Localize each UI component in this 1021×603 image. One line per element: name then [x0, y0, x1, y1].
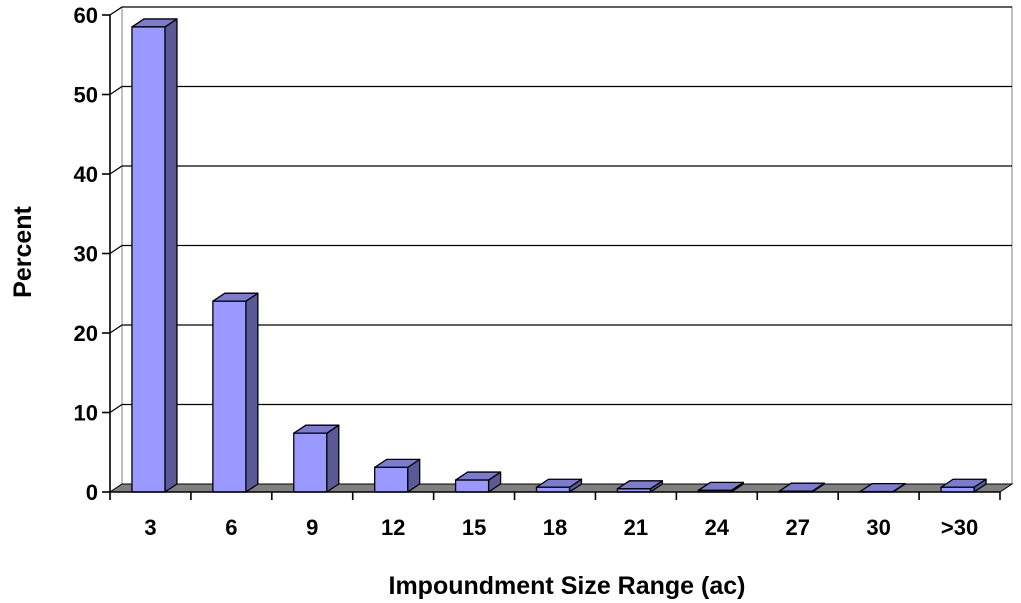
bar-front [293, 432, 328, 493]
x-axis-title: Impoundment Size Range (ac) [389, 572, 746, 600]
y-tick-label: 40 [74, 162, 98, 187]
gridline [109, 85, 1012, 95]
y-tick-label: 30 [74, 242, 98, 267]
bar [535, 478, 583, 493]
gridline [109, 403, 1012, 413]
x-tick-label: 9 [306, 515, 318, 540]
x-tick-label: 18 [543, 515, 567, 540]
bar [940, 478, 987, 493]
bar-front [454, 479, 490, 493]
gridlines [109, 6, 1012, 413]
bar-front [374, 466, 409, 493]
y-tick-label: 10 [74, 401, 98, 426]
bar-side [245, 292, 259, 493]
bar [374, 458, 421, 493]
bar-front [212, 300, 247, 493]
x-tick-label: 24 [705, 515, 730, 540]
gridline [109, 6, 1012, 16]
axes [102, 14, 1001, 500]
bar [212, 292, 259, 493]
y-tick-label: 60 [74, 3, 98, 28]
y-tick-labels: 0 10 20 30 40 50 60 [74, 3, 98, 505]
gridline [109, 165, 1012, 175]
bar-side [164, 18, 178, 493]
bar-side [326, 424, 340, 493]
x-tick-label: 6 [225, 515, 237, 540]
bar [454, 471, 502, 493]
x-tick-label: 27 [785, 515, 809, 540]
y-tick-label: 50 [74, 83, 98, 108]
y-axis-title: Percent [9, 205, 37, 297]
bars [131, 18, 987, 493]
y-tick-label: 20 [74, 321, 98, 346]
bar [293, 424, 340, 493]
x-tick-label: 21 [624, 515, 648, 540]
bar-front [131, 26, 166, 493]
bar [616, 480, 664, 493]
x-tick-label: 15 [462, 515, 486, 540]
y-tick-label: 0 [86, 480, 98, 505]
x-tick-label: 3 [144, 515, 156, 540]
x-tick-label: 30 [866, 515, 890, 540]
x-tick-label: 12 [381, 515, 405, 540]
x-tick-label: >30 [941, 515, 978, 540]
x-tick-labels: 3 6 9 12 15 18 21 24 27 30 >30 [144, 515, 978, 540]
gridline [109, 244, 1012, 254]
gridline [109, 324, 1012, 334]
bar [131, 18, 178, 493]
